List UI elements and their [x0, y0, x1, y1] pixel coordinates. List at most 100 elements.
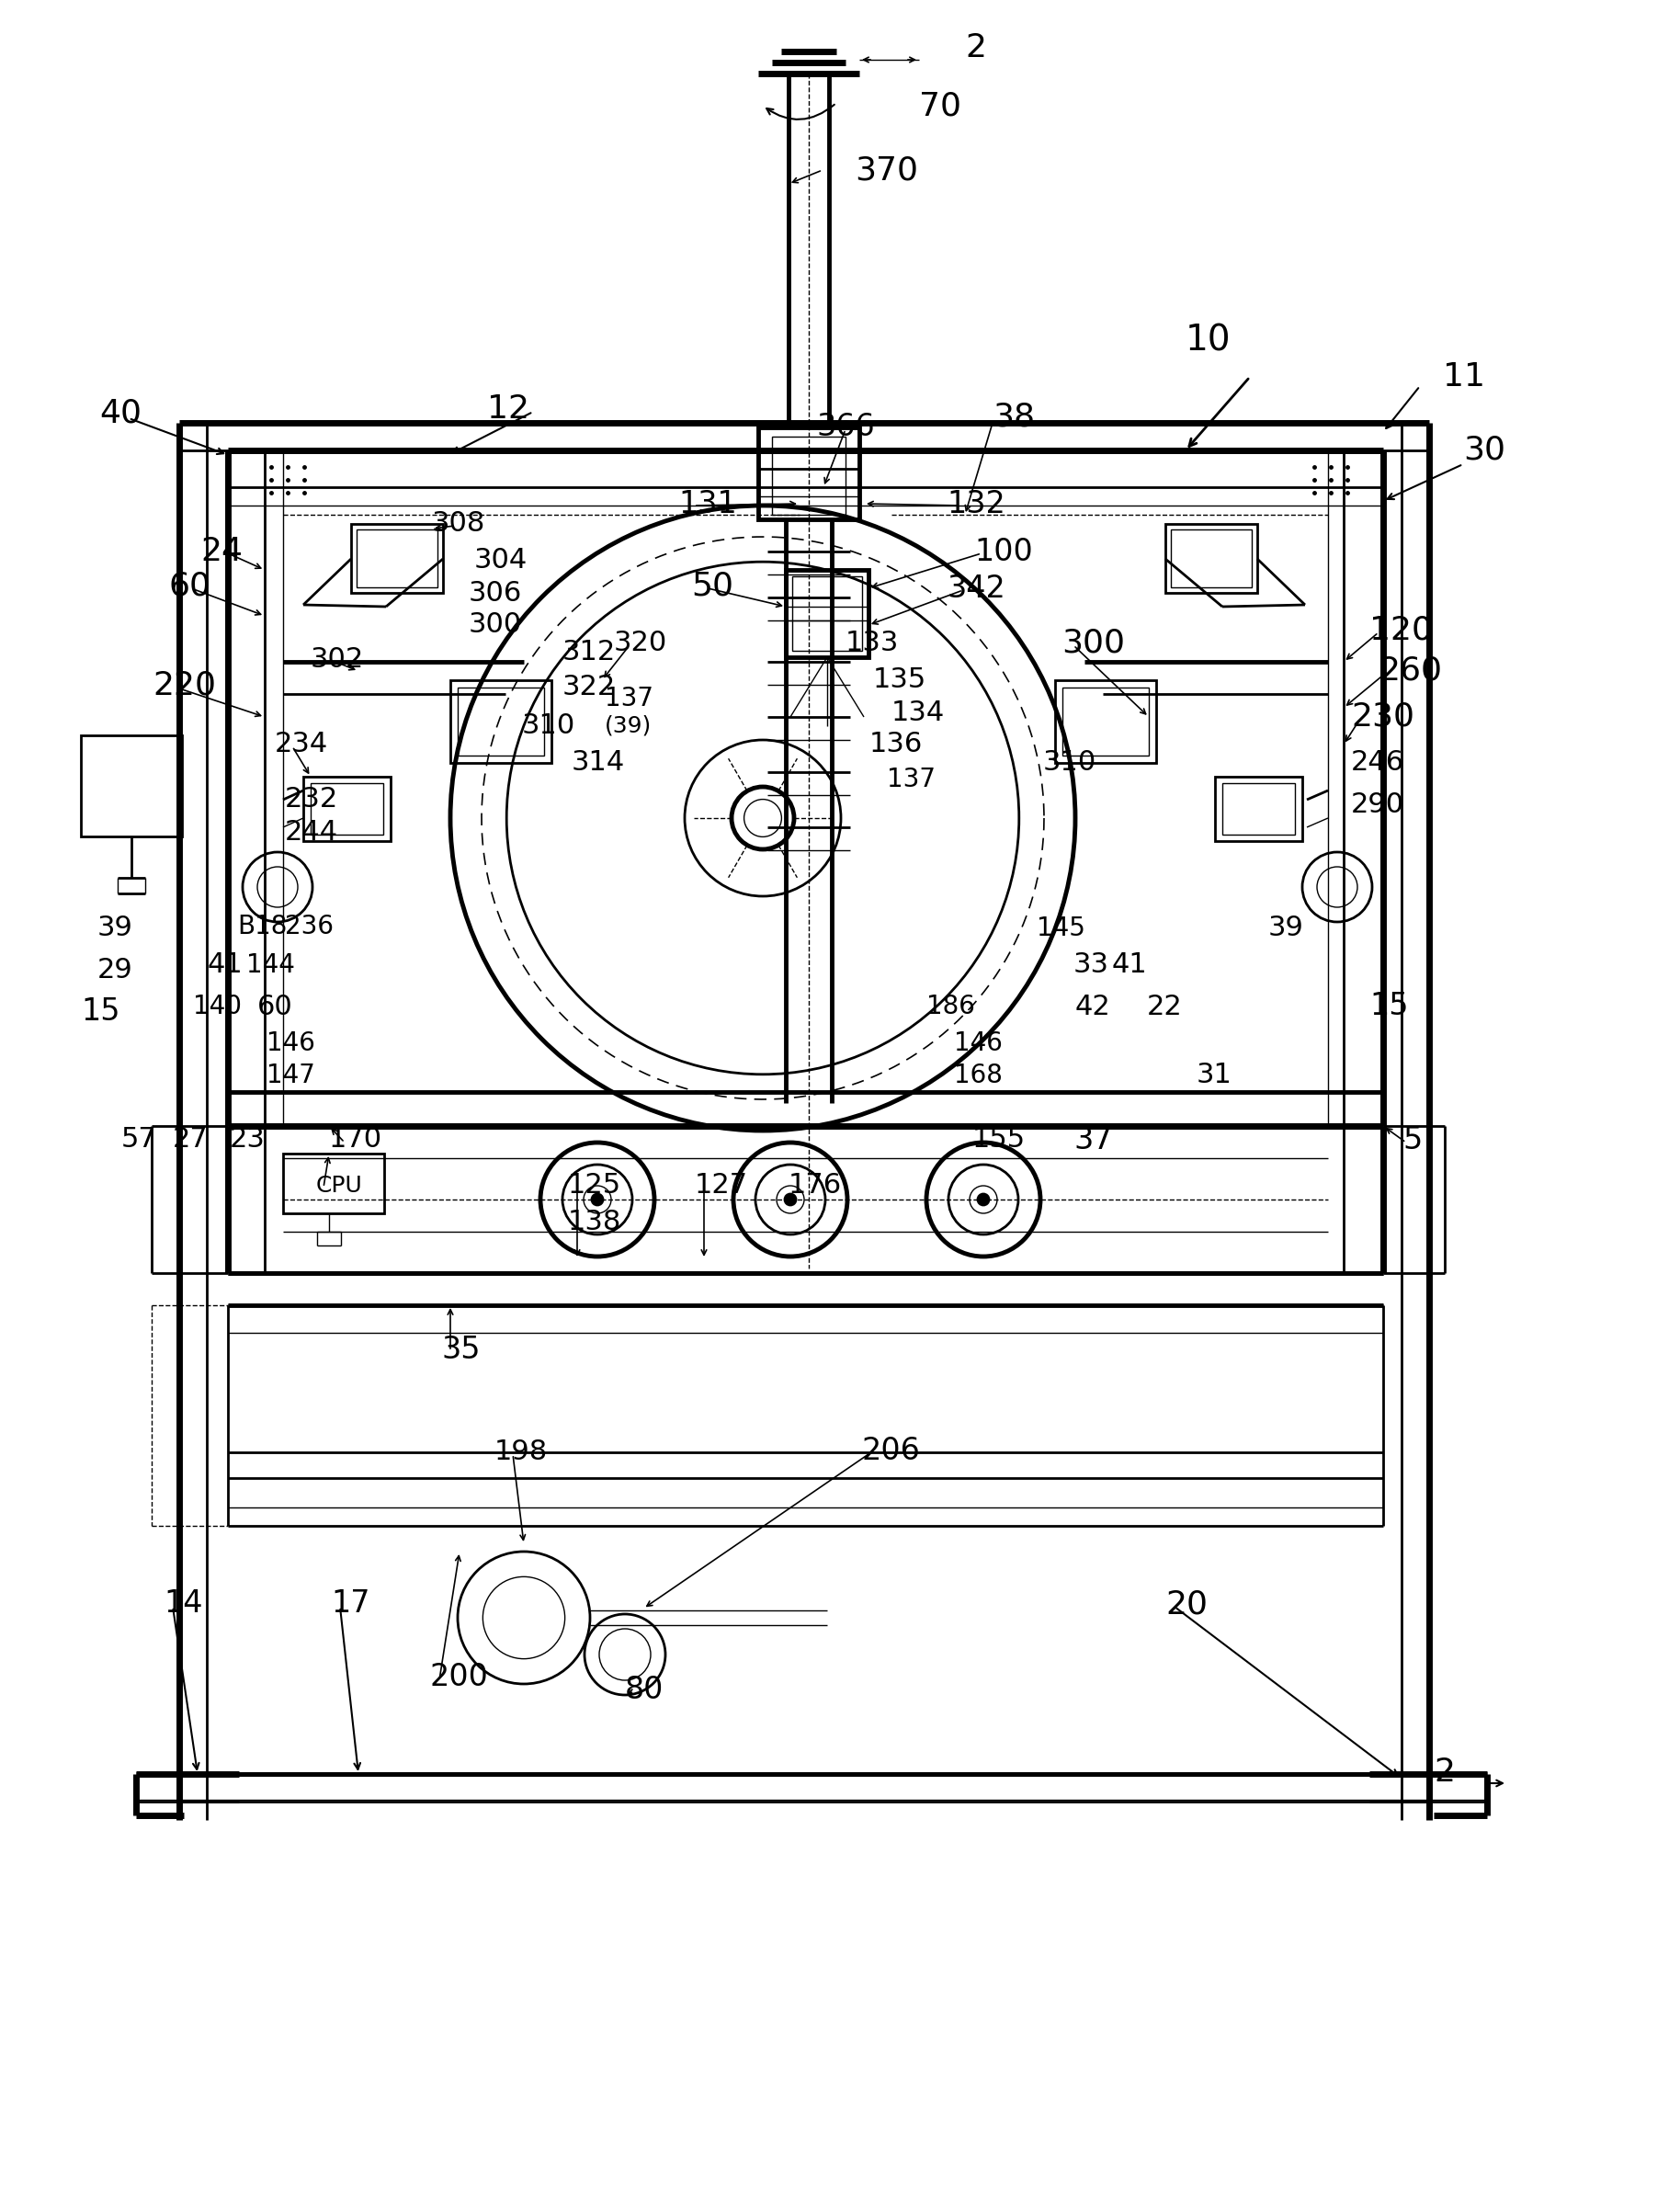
Circle shape — [785, 1194, 796, 1205]
Bar — [311, 784, 383, 834]
Bar — [773, 437, 845, 516]
Bar — [1215, 777, 1302, 841]
Text: 60: 60 — [168, 571, 210, 601]
Bar — [1062, 687, 1149, 755]
Bar — [282, 1155, 385, 1214]
Text: 300: 300 — [1062, 628, 1126, 658]
Text: 60: 60 — [257, 992, 292, 1021]
Text: 206: 206 — [862, 1436, 921, 1466]
Text: 41: 41 — [1112, 953, 1147, 979]
Text: 15: 15 — [81, 997, 119, 1027]
Text: 20: 20 — [1166, 1589, 1208, 1620]
Text: CPU: CPU — [316, 1174, 363, 1196]
Text: 155: 155 — [973, 1126, 1026, 1152]
Text: 23: 23 — [230, 1126, 265, 1152]
Text: 132: 132 — [946, 489, 1005, 518]
Text: 137: 137 — [605, 685, 654, 711]
Text: 39: 39 — [97, 915, 133, 942]
Text: 10: 10 — [1186, 323, 1231, 358]
Bar — [356, 529, 437, 588]
Text: 2: 2 — [1433, 1756, 1455, 1787]
Text: 198: 198 — [494, 1440, 548, 1466]
Text: 41: 41 — [208, 953, 244, 979]
Text: 300: 300 — [469, 612, 522, 639]
Text: 370: 370 — [855, 154, 917, 187]
Text: 22: 22 — [1147, 992, 1183, 1021]
Bar — [793, 577, 862, 650]
Text: 312: 312 — [563, 639, 617, 665]
Text: 145: 145 — [1037, 915, 1085, 942]
Text: 100: 100 — [974, 536, 1033, 566]
Text: 310: 310 — [1043, 748, 1097, 777]
Bar — [786, 571, 869, 656]
Text: 70: 70 — [919, 90, 961, 121]
Text: 31: 31 — [1196, 1062, 1233, 1089]
Text: 186: 186 — [926, 994, 974, 1018]
Text: 234: 234 — [276, 731, 328, 757]
Text: 146: 146 — [954, 1029, 1003, 1056]
Text: 170: 170 — [329, 1126, 383, 1152]
Bar — [1055, 680, 1156, 764]
Text: 304: 304 — [474, 547, 528, 575]
Text: 146: 146 — [267, 1029, 316, 1056]
Text: 232: 232 — [286, 786, 338, 812]
Text: 131: 131 — [679, 489, 738, 518]
Text: 12: 12 — [487, 393, 529, 424]
Text: 290: 290 — [1351, 790, 1404, 817]
Text: 322: 322 — [563, 674, 617, 700]
Text: 138: 138 — [568, 1209, 622, 1236]
Bar — [81, 735, 181, 836]
Text: 168: 168 — [954, 1062, 1003, 1089]
Bar — [1223, 784, 1295, 834]
Bar — [1171, 529, 1252, 588]
Text: 135: 135 — [874, 667, 927, 694]
Text: 320: 320 — [613, 630, 667, 656]
Bar — [450, 680, 551, 764]
Text: 33: 33 — [1074, 953, 1109, 979]
Text: 29: 29 — [97, 957, 133, 983]
Text: 220: 220 — [153, 669, 217, 700]
Text: 134: 134 — [892, 698, 944, 727]
Text: 5: 5 — [1403, 1124, 1421, 1155]
Text: 144: 144 — [247, 953, 296, 979]
Circle shape — [978, 1194, 990, 1205]
Text: 306: 306 — [469, 579, 522, 606]
Bar — [304, 777, 390, 841]
Text: 147: 147 — [267, 1062, 316, 1089]
Text: 14: 14 — [163, 1589, 203, 1620]
Text: 120: 120 — [1369, 615, 1433, 645]
Text: 366: 366 — [816, 413, 875, 443]
Text: 133: 133 — [845, 630, 899, 656]
Text: 11: 11 — [1443, 362, 1485, 393]
Text: 136: 136 — [870, 731, 922, 757]
Text: 17: 17 — [331, 1589, 370, 1620]
Text: 37: 37 — [1074, 1124, 1112, 1155]
Text: 57: 57 — [121, 1126, 156, 1152]
Text: (39): (39) — [605, 716, 652, 738]
Text: 35: 35 — [442, 1335, 480, 1365]
Text: 236: 236 — [286, 913, 334, 939]
Text: 310: 310 — [522, 713, 576, 740]
Circle shape — [591, 1194, 603, 1205]
Text: 127: 127 — [696, 1172, 748, 1198]
Text: 30: 30 — [1463, 435, 1505, 465]
Text: B18: B18 — [237, 913, 287, 939]
Text: 302: 302 — [311, 648, 365, 674]
Text: 244: 244 — [286, 819, 338, 845]
Text: 27: 27 — [173, 1126, 208, 1152]
Text: 39: 39 — [1268, 915, 1304, 942]
Bar — [457, 687, 544, 755]
Bar — [351, 525, 444, 593]
Text: 38: 38 — [993, 402, 1035, 432]
Text: 125: 125 — [568, 1172, 622, 1198]
Text: 314: 314 — [571, 748, 625, 777]
Text: 342: 342 — [946, 573, 1005, 604]
Text: 40: 40 — [99, 397, 141, 430]
Text: 137: 137 — [887, 766, 936, 792]
Text: 24: 24 — [200, 536, 242, 566]
Bar — [1166, 525, 1257, 593]
Text: 246: 246 — [1351, 748, 1404, 777]
Text: 80: 80 — [625, 1675, 664, 1706]
Text: 260: 260 — [1379, 656, 1441, 687]
Bar — [758, 428, 858, 520]
